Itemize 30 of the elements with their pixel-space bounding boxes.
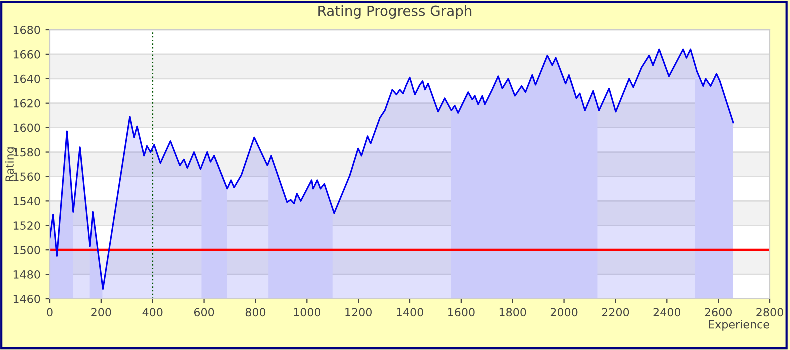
x-tick-label: 1600 — [448, 308, 475, 317]
x-tick-label: 800 — [246, 308, 266, 317]
x-axis-title: Experience — [709, 320, 770, 331]
y-axis-title: Rating — [5, 148, 16, 182]
y-tick-label: 1660 — [14, 50, 40, 59]
y-tick-label: 1460 — [14, 294, 40, 304]
y-tick-label: 1600 — [14, 124, 40, 132]
y-tick-label: 1520 — [14, 222, 40, 230]
y-tick-label: 1580 — [14, 148, 40, 157]
y-tick-label: 1640 — [14, 74, 40, 84]
chart-title: Rating Progress Graph — [318, 6, 472, 19]
x-tick-label: 0 — [47, 308, 53, 317]
x-tick-label: 200 — [92, 308, 112, 317]
x-tick-label: 1800 — [500, 308, 526, 317]
x-tick-label: 2400 — [654, 308, 681, 317]
x-tick-label: 2000 — [550, 308, 578, 317]
x-tick-label: 2800 — [756, 308, 784, 317]
y-tick-label: 1480 — [14, 270, 40, 279]
x-tick-label: 2200 — [602, 308, 630, 317]
y-tick-label: 1500 — [14, 246, 40, 254]
x-tick-label: 2600 — [705, 308, 732, 317]
y-tick-label: 1620 — [14, 99, 40, 108]
x-tick-label: 1000 — [294, 308, 321, 317]
x-tick-label: 1400 — [397, 308, 424, 317]
y-tick-label: 1680 — [14, 26, 40, 34]
y-tick-label: 1560 — [14, 172, 40, 182]
x-tick-label: 1200 — [346, 308, 372, 317]
x-tick-label: 400 — [142, 308, 163, 317]
y-tick-label: 1540 — [14, 197, 40, 206]
x-tick-label: 600 — [194, 308, 214, 317]
